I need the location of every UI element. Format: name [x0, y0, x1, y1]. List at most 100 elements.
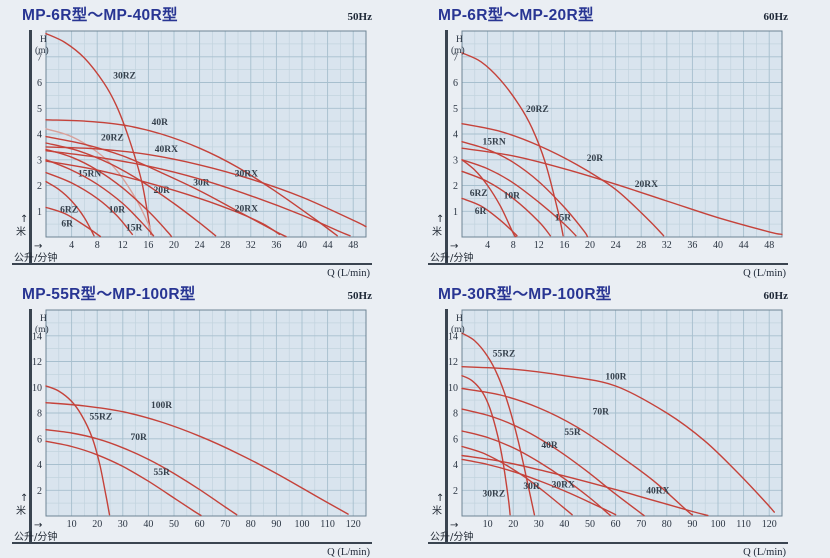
curve-40R: [45, 119, 338, 237]
curve-6R: [461, 197, 518, 237]
y-axis-unit-m: (m): [35, 45, 49, 56]
curve-label-70R: 70R: [131, 433, 148, 443]
y-tick-2: 2: [453, 486, 458, 497]
chart-title: MP-6R型～MP-20R型: [438, 7, 594, 24]
y-tick-6: 6: [453, 78, 458, 89]
curve-15R: [461, 159, 577, 237]
x-axis-unit: Q (L/min): [327, 268, 370, 279]
curve-100R: [45, 402, 349, 515]
x-tick-70: 70: [636, 519, 646, 530]
y-axis-unit-m: (m): [35, 324, 49, 335]
chart-graphics: 55RZ 100R 70R 55R 10 20 30 40 50 60 70 80 90 100 110 12…: [32, 309, 367, 530]
curve-6RZ: [461, 159, 517, 238]
chart-title: MP-30R型～MP-100R型: [438, 286, 612, 303]
x-tick-70: 70: [220, 519, 230, 530]
chart-graphics: 30RZ 40R 20RZ 40RX 15RN 20R 30R 30RX 20RX 10R 6RZ 6…: [37, 30, 367, 251]
y-axis-unit-h: H: [40, 314, 47, 324]
x-tick-12: 12: [534, 240, 544, 251]
x-tick-8: 8: [95, 240, 100, 251]
y-axis-unit-m: (m): [451, 45, 465, 56]
x-tick-36: 36: [687, 240, 697, 251]
chart-panel-mp55r-mp100r-50hz: MP-55R型～MP-100R型 50Hz 55RZ 100R 70R 55R 10 20…: [8, 279, 406, 558]
chart-graphics: 55RZ 100R 30RZ 70R 55R 40R 30R 30RX 40RX 10 20 30 40…: [448, 309, 783, 530]
x-tick-8: 8: [511, 240, 516, 251]
y-tick-3: 3: [37, 155, 42, 166]
curve-20RX: [461, 147, 783, 236]
up-arrow-icon: ↑: [436, 493, 444, 504]
curve-label-100R: 100R: [151, 401, 172, 411]
y-tick-7: 7: [453, 52, 458, 63]
x-tick-100: 100: [711, 519, 726, 530]
x-tick-10: 10: [67, 519, 77, 530]
x-tick-40: 40: [559, 519, 569, 530]
y-axis-bar: [29, 309, 32, 543]
curve-55R: [45, 440, 202, 517]
curve-label-20R: 20R: [587, 154, 604, 164]
curve-30R: [461, 445, 573, 516]
y-tick-10: 10: [448, 383, 458, 394]
curve-6RZ: [45, 180, 95, 237]
y-axis-bar: [445, 309, 448, 543]
grid-major-lines: [462, 31, 782, 237]
plot-border: [461, 30, 783, 238]
curve-30RZ: [45, 32, 152, 236]
curve-label-20RZ: 20RZ: [101, 133, 124, 143]
x-tick-4: 4: [69, 240, 74, 251]
x-axis-unit-cn: 公升/分钟: [430, 251, 473, 264]
curve-15RN: [45, 148, 173, 238]
y-tick-12: 12: [448, 357, 458, 368]
x-tick-28: 28: [636, 240, 646, 251]
curve-10R: [45, 171, 134, 236]
curve-15R: [45, 159, 155, 237]
x-tick-20: 20: [169, 240, 179, 251]
y-axis-unit-h: H: [456, 314, 463, 324]
curve-label-6R: 6R: [475, 207, 487, 217]
y-tick-14: 14: [448, 331, 458, 342]
curve-label-10R: 10R: [109, 206, 126, 216]
x-tick-32: 32: [246, 240, 256, 251]
curve-20RZ: [461, 52, 564, 237]
x-tick-30: 30: [534, 519, 544, 530]
curve-70R: [45, 429, 238, 516]
right-arrow-icon: →: [450, 241, 458, 252]
x-tick-10: 10: [483, 519, 493, 530]
y-axis-bar: [29, 30, 32, 264]
curve-label-55RZ: 55RZ: [493, 349, 516, 359]
curve-20R: [461, 123, 665, 237]
curve-30RX: [45, 150, 351, 237]
x-tick-60: 60: [195, 519, 205, 530]
y-tick-8: 8: [453, 409, 458, 420]
curve-label-20RX: 20RX: [635, 180, 658, 190]
x-axis-unit: Q (L/min): [327, 547, 370, 558]
y-axis-unit-h: H: [40, 35, 47, 45]
curve-label-70R: 70R: [593, 407, 610, 417]
y-tick-1: 1: [37, 207, 42, 218]
curve-label-15RN: 15RN: [483, 137, 506, 147]
curve-100R: [461, 366, 775, 513]
curve-label-40RX: 40RX: [155, 145, 178, 155]
x-tick-24: 24: [611, 240, 621, 251]
chart-canvas: 55RZ 100R 70R 55R 10 20 30 40 50 60 70 80 90 100 110 12…: [12, 309, 372, 558]
y-tick-4: 4: [453, 460, 458, 471]
chart-panel-mp6r-mp40r-50hz: MP-6R型～MP-40R型 50Hz 30RZ 40R 20RZ 40RX 15RN 2…: [8, 0, 406, 279]
plot-border: [45, 309, 367, 517]
curve-label-15R: 15R: [126, 224, 143, 234]
chart-title: MP-55R型～MP-100R型: [22, 286, 196, 303]
curve-label-20RX: 20RX: [235, 204, 258, 214]
y-tick-2: 2: [37, 486, 42, 497]
x-tick-32: 32: [662, 240, 672, 251]
x-tick-44: 44: [739, 240, 749, 251]
y-tick-7: 7: [37, 52, 42, 63]
curve-10R: [461, 170, 551, 237]
x-tick-12: 12: [118, 240, 128, 251]
curve-label-10R: 10R: [504, 191, 520, 201]
curve-label-40RX: 40RX: [646, 487, 669, 497]
y-axis-bar: [445, 30, 448, 264]
curve-30RX: [461, 458, 617, 516]
curve-20RZ: [45, 128, 153, 237]
x-tick-100: 100: [295, 519, 310, 530]
x-tick-50: 50: [169, 519, 179, 530]
y-tick-4: 4: [453, 130, 458, 141]
y-axis-unit-h: H: [456, 35, 463, 45]
